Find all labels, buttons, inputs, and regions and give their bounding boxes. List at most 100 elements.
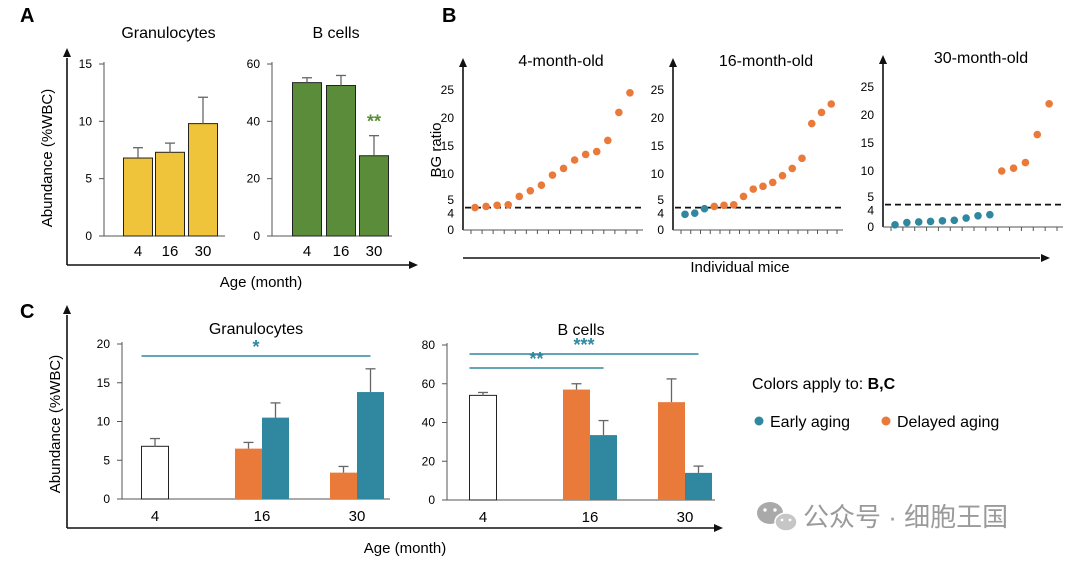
B-30m-point-early: [962, 214, 970, 222]
B-16m-title: 16-month-old: [719, 53, 813, 70]
B-16m-point-delayed: [720, 201, 728, 210]
B-4m-point-delayed: [581, 150, 590, 159]
B-16m-point-delayed: [778, 171, 787, 180]
A-granulocytes-bar: [123, 157, 153, 237]
B-30m-y-tick-label: 0: [867, 220, 874, 234]
A-granulocytes-y-tick-label: 0: [85, 229, 92, 243]
B-30m-point-early: [914, 218, 923, 226]
panel-a-y-title: Abundance (%WBC): [39, 89, 56, 227]
panel-c-y-arrow: [63, 305, 71, 314]
C-bcells-y-tick-label: 20: [422, 454, 436, 468]
panel-label-c: C: [20, 301, 34, 323]
A-granulocytes-y-tick-label: 10: [79, 114, 93, 128]
legend: Colors apply to: B,C Early aging Delayed…: [752, 376, 999, 431]
B-16m-point-delayed: [798, 154, 806, 163]
C-granulocytes-bar-early: [262, 417, 289, 499]
B-16m-point-delayed: [729, 201, 738, 209]
C-bcells-x-tick-label: 16: [582, 509, 599, 526]
C-granulocytes-bar-delayed: [235, 448, 262, 499]
B-4m-point-delayed: [493, 201, 501, 210]
A-bcells-y-tick-label: 0: [253, 229, 260, 243]
B-30m-y-tick-label: 15: [861, 136, 875, 150]
legend-early-label: Early aging: [770, 414, 850, 431]
A-granulocytes-bar: [188, 123, 218, 237]
C-granulocytes-y-tick-label: 0: [103, 492, 110, 506]
panel-label-b: B: [442, 5, 456, 27]
A-bcells-bar: [292, 82, 322, 237]
C-granulocytes-y-tick-label: 20: [97, 337, 111, 351]
B-4m-point-delayed: [504, 201, 512, 209]
B-4m-point-delayed: [570, 156, 579, 164]
panel-c-x-arrow: [714, 524, 723, 532]
C-bcells-y-tick-label: 60: [422, 377, 436, 391]
B-16m-point-delayed: [768, 178, 777, 187]
A-bcells-y-tick-label: 60: [247, 57, 261, 71]
A-granulocytes-x-tick-label: 16: [162, 243, 179, 260]
B-4m-title: 4-month-old: [518, 53, 603, 70]
B-30m-point-early: [938, 217, 947, 225]
C-bcells-bar-early: [685, 472, 712, 500]
panel-a-x-arrow: [409, 261, 418, 269]
charts-layer: Abundance (%WBC) Age (month) 0 5 10 15 Granulo…: [39, 25, 1063, 557]
B-30m-y-tick-label: 25: [861, 80, 875, 94]
B-30m-title: 30-month-old: [934, 50, 1028, 67]
B-4m-y-arrow: [459, 58, 467, 67]
B-4m-point-delayed: [526, 187, 535, 195]
C-bcells-title: B cells: [557, 322, 604, 339]
panel-c-y-title: Abundance (%WBC): [47, 355, 64, 493]
B-30m-point-early: [926, 217, 935, 226]
A-bcells-significance: **: [367, 112, 381, 132]
C-bcells-y-tick-label: 0: [428, 493, 435, 507]
B-4m-point-delayed: [604, 136, 612, 145]
B-30m-point-delayed: [1009, 164, 1018, 172]
B-4m-point-delayed: [482, 202, 490, 211]
panel-label-a: A: [20, 5, 34, 27]
C-granulocytes-y-tick-label: 5: [103, 453, 110, 467]
B-16m-y-tick-label: 0: [657, 223, 664, 237]
C-bcells-significance-label: ***: [573, 335, 594, 355]
legend-early-marker: [754, 416, 764, 426]
B-30m-y-tick-label: 20: [861, 108, 875, 122]
A-bcells-title: B cells: [312, 25, 359, 42]
B-16m-y-tick-label: 4: [657, 207, 664, 221]
A-granulocytes-y-tick-label: 15: [79, 57, 93, 71]
A-granulocytes-y-tick-label: 5: [85, 172, 92, 186]
C-bcells-significance-label: **: [529, 349, 543, 369]
B-4m-y-tick-label: 15: [441, 139, 455, 153]
C-bcells-bar-early: [590, 435, 617, 500]
B-16m-point-delayed: [759, 182, 767, 191]
B-16m-y-tick-label: 5: [657, 193, 664, 207]
B-30m-point-early: [986, 210, 994, 219]
C-granulocytes-title: Granulocytes: [209, 321, 303, 338]
panel-a-y-arrow: [63, 48, 71, 57]
B-4m-point-delayed: [548, 171, 557, 179]
C-granulocytes-bar-delayed: [330, 472, 357, 499]
B-4m-y-tick-label: 4: [447, 207, 454, 221]
C-granulocytes-x-tick-label: 16: [254, 508, 271, 525]
A-granulocytes-x-tick-label: 30: [195, 243, 212, 260]
B-4m-y-tick-label: 0: [447, 223, 454, 237]
C-granulocytes-y-tick-label: 10: [97, 415, 111, 429]
panel-b-y-title: BG ratio: [428, 122, 445, 177]
legend-delayed-marker: [881, 416, 891, 426]
C-bcells-y-tick-label: 80: [422, 338, 436, 352]
B-30m-point-early: [974, 212, 982, 220]
B-16m-point-delayed: [788, 164, 797, 173]
panel-b-x-title: Individual mice: [690, 259, 789, 276]
C-granulocytes-significance-label: *: [252, 337, 259, 357]
C-granulocytes-x-tick-label: 4: [151, 508, 159, 525]
B-4m-point-delayed: [592, 147, 601, 156]
B-16m-y-tick-label: 20: [651, 111, 665, 125]
B-4m-y-tick-label: 25: [441, 83, 455, 97]
B-16m-point-delayed: [827, 100, 836, 108]
B-16m-point-early: [690, 209, 699, 217]
B-4m-point-delayed: [559, 164, 568, 173]
watermark-text: 公众号 · 细胞王国: [803, 502, 1008, 532]
B-30m-point-early: [891, 220, 899, 229]
A-bcells-bar: [326, 85, 356, 237]
legend-title: Colors apply to: B,C: [752, 376, 896, 393]
B-4m-y-tick-label: 20: [441, 111, 455, 125]
B-30m-y-tick-label: 5: [867, 190, 874, 204]
panel-a-x-title: Age (month): [220, 274, 303, 291]
B-16m-point-early: [700, 204, 709, 213]
